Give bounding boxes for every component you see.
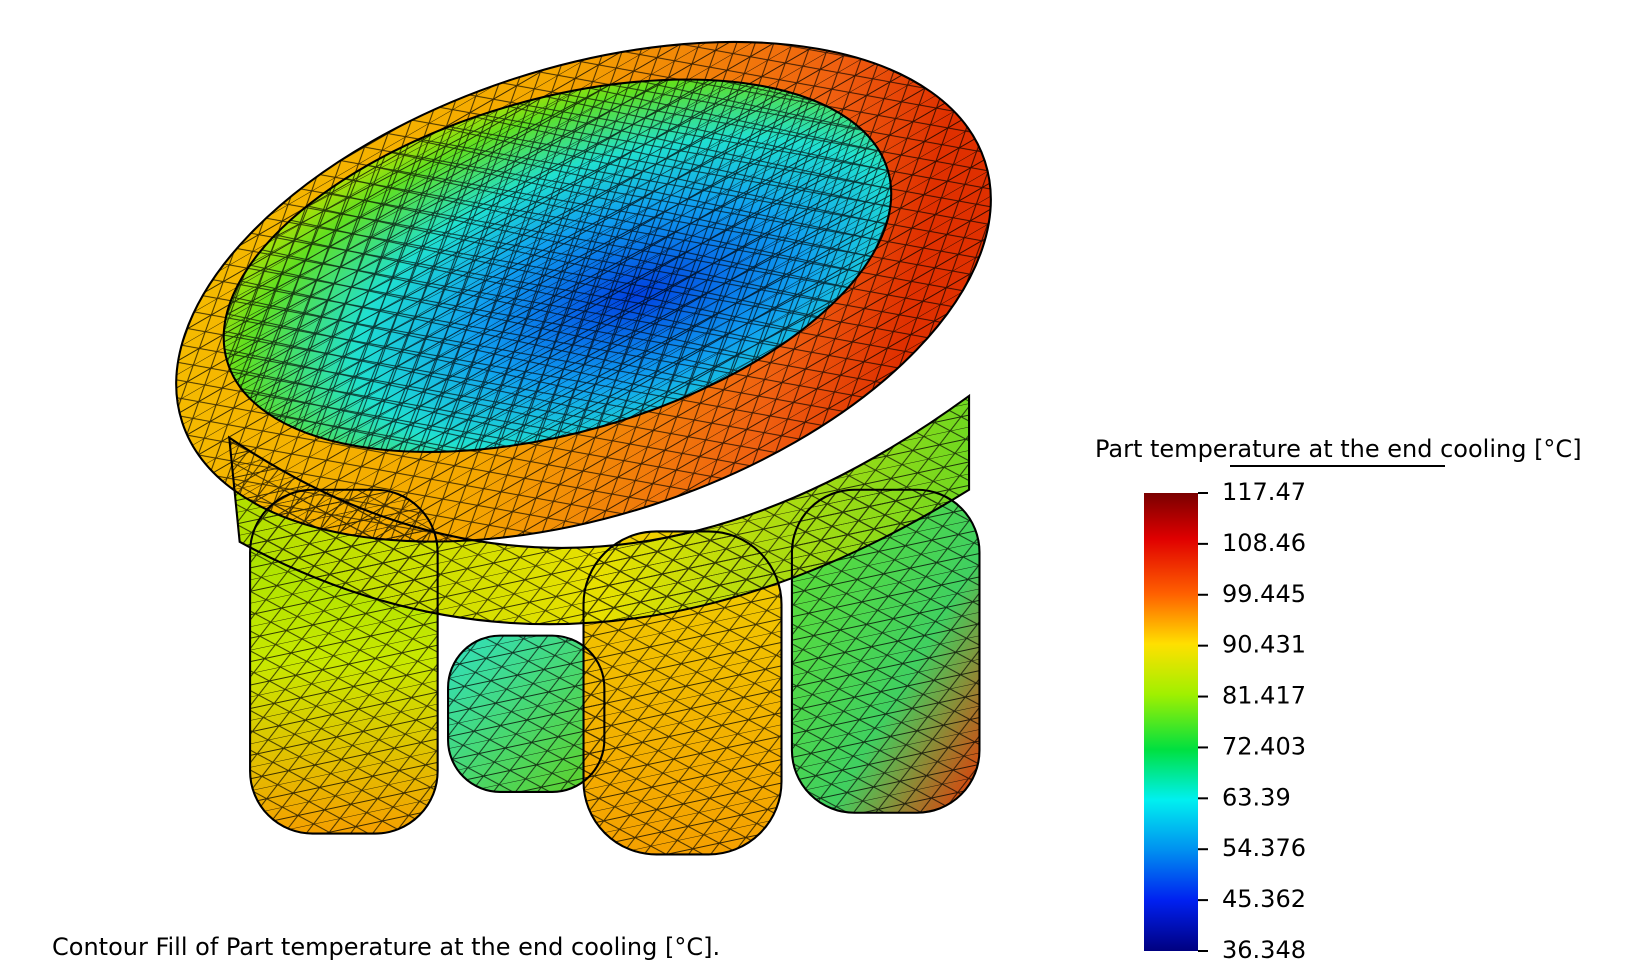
chair-model — [111, 0, 1056, 856]
tick-label: 81.417 — [1222, 682, 1306, 710]
tick-label: 108.46 — [1222, 529, 1306, 557]
color-bar — [1144, 493, 1198, 951]
tick-label: 54.376 — [1222, 834, 1306, 862]
tick-label: 117.47 — [1222, 478, 1306, 506]
tick-label: 99.445 — [1222, 580, 1306, 608]
caption: Contour Fill of Part temperature at the … — [52, 933, 720, 961]
tick-label: 36.348 — [1222, 936, 1306, 964]
tick-label: 63.39 — [1222, 783, 1291, 811]
tick-label: 72.403 — [1222, 732, 1306, 760]
tick-label: 90.431 — [1222, 631, 1306, 659]
legend-title: Part temperature at the end cooling [°C] — [1095, 435, 1582, 463]
tick-label: 45.362 — [1222, 885, 1306, 913]
